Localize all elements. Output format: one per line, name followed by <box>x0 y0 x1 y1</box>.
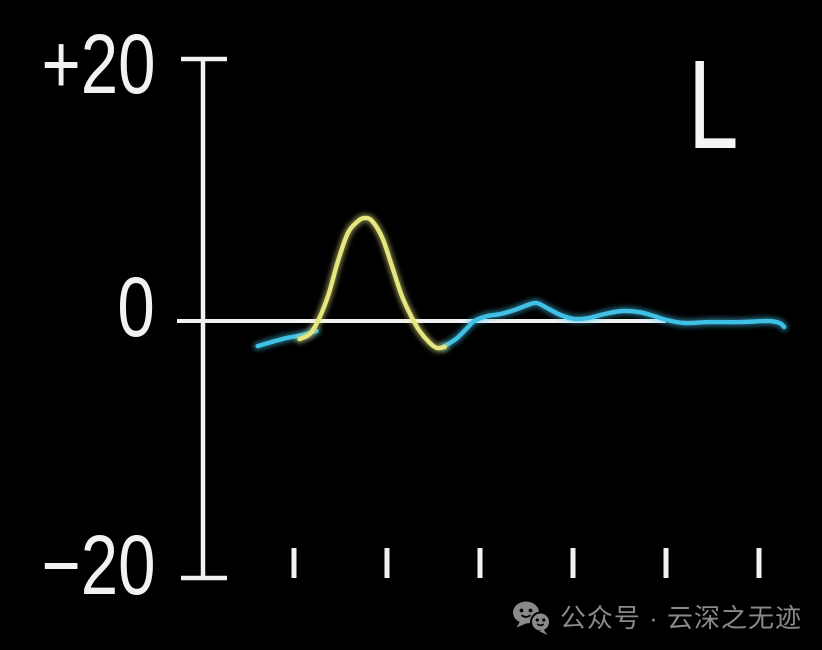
watermark-text: 公众号 · 云深之无迹 <box>559 602 802 633</box>
wechat-icon <box>512 601 551 635</box>
trace-stimulus-response <box>295 213 450 353</box>
trace-post-stimulus-trace <box>440 300 787 350</box>
trace-post-stimulus-trace <box>438 298 789 352</box>
traces <box>253 213 789 353</box>
side-label-left: L <box>688 34 739 175</box>
y-axis-label-minus20: −20 <box>41 518 155 612</box>
x-axis-ticks <box>291 548 762 578</box>
trace-stimulus-response <box>297 215 447 351</box>
y-axis-label-zero: 0 <box>117 260 155 354</box>
watermark: 公众号 · 云深之无迹 <box>511 599 802 637</box>
y-axis-label-plus20: +20 <box>41 17 155 111</box>
